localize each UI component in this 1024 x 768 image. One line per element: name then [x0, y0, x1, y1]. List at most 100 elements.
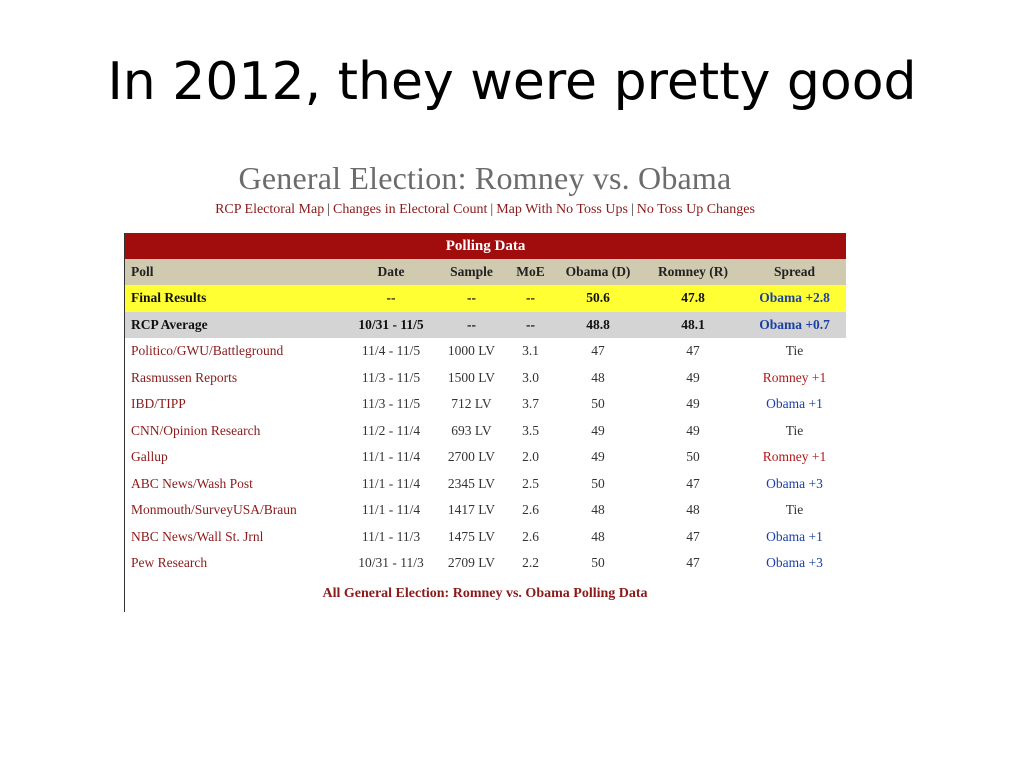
cell-sample: 2345 LV [447, 475, 496, 491]
col-header-date[interactable]: Date [347, 259, 435, 285]
cell-sample: 2700 LV [447, 449, 496, 465]
link-no-toss-up-changes[interactable]: No Toss Up Changes [636, 202, 755, 217]
cell-moe: 2.2 [522, 555, 539, 571]
cell-obama: 48 [591, 528, 605, 544]
cell-sample: 712 LV [451, 396, 492, 412]
cell-obama: 50 [591, 555, 605, 571]
link-separator: | [490, 202, 494, 217]
polling-data-table: Polling Data Poll Date Sample MoE Obama … [125, 233, 847, 577]
page-title: General Election: Romney vs. Obama [238, 160, 732, 196]
cell-spread: Obama +1 [766, 528, 823, 544]
col-header-sample[interactable]: Sample [435, 259, 508, 285]
cell-romney: 47 [686, 343, 700, 359]
cell-spread: Obama +3 [766, 555, 823, 571]
rcp-average-row: RCP Average 10/31 - 11/5 -- -- 48.8 48.1 Obama… [125, 311, 847, 338]
cell-romney: 50 [686, 449, 700, 465]
link-changes-electoral-count[interactable]: Changes in Electoral Count [333, 202, 488, 217]
cell-sample: -- [435, 285, 508, 312]
table-row: IBD/TIPP 11/3 - 11/5 712 LV 3.7 50 49 Obama +1 [125, 391, 846, 418]
column-headers: Poll Date Sample MoE Obama (D) Romney (R… [125, 259, 847, 285]
cell-romney: 48.1 [643, 311, 743, 338]
cell-sample: 2709 LV [447, 555, 496, 571]
cell-date: 11/3 - 11/5 [361, 396, 421, 412]
cell-spread: Obama +2.8 [743, 285, 847, 312]
cell-date: 11/4 - 11/5 [361, 343, 421, 359]
cell-poll[interactable]: Rasmussen Reports [131, 369, 238, 385]
final-results-row: Final Results -- -- -- 50.6 47.8 Obama +2.8 [125, 285, 847, 312]
cell-sample: -- [435, 311, 508, 338]
cell-sample: 1475 LV [447, 528, 496, 544]
cell-romney: 49 [686, 422, 700, 438]
cell-romney: 49 [686, 396, 700, 412]
cell-date: -- [347, 285, 435, 312]
cell-poll[interactable]: IBD/TIPP [131, 396, 186, 412]
cell-romney: 47 [686, 555, 700, 571]
cell-moe: 2.5 [522, 475, 539, 491]
table-row: Politico/GWU/Battleground 11/4 - 11/5 1000… [125, 338, 846, 365]
all-polling-data-link[interactable]: All General Election: Romney vs. Obama P… [322, 586, 648, 601]
cell-date: 11/1 - 11/3 [361, 528, 421, 544]
cell-obama: 50.6 [553, 285, 643, 312]
cell-spread: Obama +3 [766, 475, 823, 491]
col-header-spread[interactable]: Spread [743, 259, 847, 285]
table-row: NBC News/Wall St. Jrnl 11/1 - 11/3 1475 LV… [125, 524, 846, 551]
cell-date: 11/1 - 11/4 [361, 475, 421, 491]
table-row: Rasmussen Reports 11/3 - 11/5 1500 LV 3.0 48… [125, 365, 846, 392]
cell-moe: 3.0 [522, 369, 539, 385]
cell-poll[interactable]: NBC News/Wall St. Jrnl [131, 528, 264, 544]
cell-date: 10/31 - 11/3 [358, 555, 424, 571]
col-header-obama[interactable]: Obama (D) [553, 259, 643, 285]
cell-poll[interactable]: Gallup [131, 449, 168, 465]
cell-sample: 1000 LV [447, 343, 496, 359]
cell-moe: 3.1 [522, 343, 539, 359]
cell-date: 11/1 - 11/4 [361, 502, 421, 518]
link-separator: | [327, 202, 331, 217]
cell-obama: 49 [591, 449, 605, 465]
polling-table-container: Polling Data Poll Date Sample MoE Obama … [124, 233, 847, 612]
cell-obama: 48.8 [553, 311, 643, 338]
cell-spread: Tie [785, 502, 804, 518]
cell-obama: 49 [591, 422, 605, 438]
cell-poll[interactable]: Monmouth/SurveyUSA/Braun [131, 502, 297, 518]
cell-spread: Romney +1 [762, 449, 827, 465]
table-row: Monmouth/SurveyUSA/Braun 11/1 - 11/4 1417 … [125, 497, 846, 524]
cell-poll: Final Results [125, 285, 347, 312]
cell-spread: Tie [785, 343, 804, 359]
cell-moe: -- [508, 285, 553, 312]
cell-moe: -- [508, 311, 553, 338]
link-map-no-toss-ups[interactable]: Map With No Toss Ups [496, 202, 628, 217]
cell-spread: Romney +1 [762, 369, 827, 385]
cell-spread: Obama +0.7 [743, 311, 847, 338]
cell-obama: 48 [591, 369, 605, 385]
col-header-romney[interactable]: Romney (R) [643, 259, 743, 285]
col-header-moe[interactable]: MoE [508, 259, 553, 285]
cell-sample: 1417 LV [447, 502, 496, 518]
link-rcp-electoral-map[interactable]: RCP Electoral Map [215, 202, 325, 217]
cell-poll[interactable]: CNN/Opinion Research [131, 422, 261, 438]
cell-date: 11/2 - 11/4 [361, 422, 421, 438]
cell-moe: 2.0 [522, 449, 539, 465]
cell-romney: 48 [686, 502, 700, 518]
slide-title: In 2012, they were pretty good [107, 52, 917, 112]
cell-spread: Obama +1 [766, 396, 823, 412]
table-row: CNN/Opinion Research 11/2 - 11/4 693 LV 3.5… [125, 418, 846, 445]
cell-date: 10/31 - 11/5 [347, 311, 435, 338]
cell-obama: 47 [591, 343, 605, 359]
cell-obama: 48 [591, 502, 605, 518]
cell-moe: 3.5 [522, 422, 539, 438]
link-separator: | [630, 202, 634, 217]
col-header-poll[interactable]: Poll [125, 259, 347, 285]
sub-nav-links: RCP Electoral Map | Changes in Electoral C… [120, 202, 850, 218]
cell-poll[interactable]: Politico/GWU/Battleground [131, 343, 284, 359]
cell-moe: 2.6 [522, 528, 539, 544]
cell-poll: RCP Average [125, 311, 347, 338]
cell-romney: 47 [686, 528, 700, 544]
cell-romney: 47 [686, 475, 700, 491]
cell-poll[interactable]: ABC News/Wash Post [131, 475, 253, 491]
cell-moe: 2.6 [522, 502, 539, 518]
cell-sample: 1500 LV [447, 369, 496, 385]
cell-romney: 49 [686, 369, 700, 385]
cell-poll[interactable]: Pew Research [131, 555, 208, 571]
cell-date: 11/3 - 11/5 [361, 369, 421, 385]
cell-romney: 47.8 [643, 285, 743, 312]
